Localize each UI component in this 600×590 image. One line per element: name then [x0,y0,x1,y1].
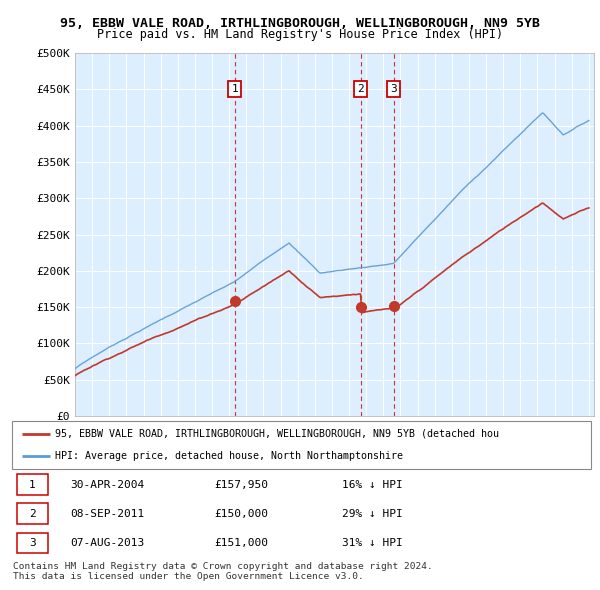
Text: Price paid vs. HM Land Registry's House Price Index (HPI): Price paid vs. HM Land Registry's House … [97,28,503,41]
Text: 3: 3 [29,538,36,548]
Text: 2: 2 [29,509,36,519]
Text: 16% ↓ HPI: 16% ↓ HPI [342,480,403,490]
Text: £157,950: £157,950 [215,480,269,490]
Text: £150,000: £150,000 [215,509,269,519]
Bar [17,503,49,525]
Text: 95, EBBW VALE ROAD, IRTHLINGBOROUGH, WELLINGBOROUGH, NN9 5YB: 95, EBBW VALE ROAD, IRTHLINGBOROUGH, WEL… [60,17,540,30]
Text: This data is licensed under the Open Government Licence v3.0.: This data is licensed under the Open Gov… [13,572,364,581]
Text: 1: 1 [232,84,238,94]
Text: 29% ↓ HPI: 29% ↓ HPI [342,509,403,519]
Text: 3: 3 [390,84,397,94]
Text: 30-APR-2004: 30-APR-2004 [70,480,144,490]
Bar [17,474,49,495]
Text: Contains HM Land Registry data © Crown copyright and database right 2024.: Contains HM Land Registry data © Crown c… [13,562,433,571]
Bar [17,533,49,553]
Text: 1: 1 [29,480,36,490]
Text: 07-AUG-2013: 07-AUG-2013 [70,538,144,548]
Text: HPI: Average price, detached house, North Northamptonshire: HPI: Average price, detached house, Nort… [55,451,403,461]
Text: 31% ↓ HPI: 31% ↓ HPI [342,538,403,548]
Text: 08-SEP-2011: 08-SEP-2011 [70,509,144,519]
Text: 95, EBBW VALE ROAD, IRTHLINGBOROUGH, WELLINGBOROUGH, NN9 5YB (detached hou: 95, EBBW VALE ROAD, IRTHLINGBOROUGH, WEL… [55,429,499,439]
Text: 2: 2 [358,84,364,94]
Text: £151,000: £151,000 [215,538,269,548]
